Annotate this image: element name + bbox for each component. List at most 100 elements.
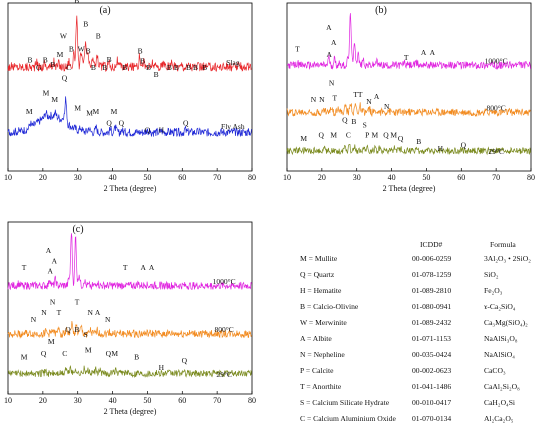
x-axis-label: 2 Theta (degree)	[383, 184, 436, 193]
phase-annotation: T	[404, 53, 409, 62]
legend-formula: CaCO₃	[484, 366, 506, 375]
phase-annotation: B	[186, 63, 191, 72]
phase-annotation: B	[83, 20, 88, 29]
legend-row: S = Calcium Silicate Hydrate 00-010-0417 C…	[300, 398, 548, 410]
phase-annotation: N	[31, 315, 37, 324]
plot-frame	[7, 221, 253, 395]
phase-annotation: N	[88, 308, 94, 317]
legend-phase: P = Calcite	[300, 366, 334, 375]
legend-row: M = Mullite 00-006-0259 3Al₂O₃ • 2SiO₂	[300, 254, 548, 266]
phase-annotation: M	[21, 353, 28, 362]
phase-annotation: B	[167, 63, 172, 72]
x-tick-label: 40	[109, 396, 117, 405]
phase-annotation: S	[363, 120, 367, 129]
phase-annotation: M	[57, 50, 64, 59]
phase-annotation: Q	[106, 349, 112, 358]
phase-annotation: A	[47, 267, 53, 276]
phase-annotation: Q	[383, 130, 389, 139]
series-label: 29°C	[216, 370, 232, 379]
phase-annotation: B	[174, 63, 179, 72]
x-tick-label: 70	[492, 173, 500, 182]
phase-annotation: H	[159, 125, 165, 134]
plot-frame	[7, 2, 253, 172]
legend-header: ICDD# Formula	[300, 240, 548, 252]
legend-header-icdd: ICDD#	[420, 240, 443, 249]
phase-annotation: G	[36, 63, 42, 72]
legend-row: P = Calcite 00-002-0623 CaCO₃	[300, 366, 548, 378]
phase-annotation: M	[85, 346, 92, 355]
phase-annotation: N	[384, 102, 390, 111]
phase-annotation: B	[75, 325, 80, 334]
phase-annotation: B	[416, 137, 421, 146]
x-tick-label: 40	[109, 173, 117, 182]
x-tick-label: 60	[457, 173, 465, 182]
x-axis-label: 2 Theta (degree)	[104, 184, 157, 193]
phase-annotation: M	[51, 95, 58, 104]
legend-row: W = Merwinite 01-089-2432 Ca₃Mg(SiO₄)₂	[300, 318, 548, 330]
x-tick-label: 80	[248, 173, 256, 182]
legend-formula: NaAlSi₃O₈	[484, 334, 518, 343]
phase-annotation: B	[146, 63, 151, 72]
phase-annotation: Q	[145, 125, 151, 134]
panel-label: (b)	[375, 5, 387, 16]
series-line-1	[7, 320, 252, 339]
legend-icdd: 01-070-0134	[412, 414, 452, 423]
phase-annotation: M	[86, 109, 93, 118]
x-tick-label: 20	[39, 396, 47, 405]
phase-annotation: B	[154, 70, 159, 79]
phase-annotation: M	[111, 349, 118, 358]
legend-phase: N = Nepheline	[300, 350, 345, 359]
phase-annotation: Q	[461, 140, 467, 149]
phase-annotation: W	[78, 45, 86, 54]
phase-annotation: H	[159, 363, 165, 372]
x-tick-label: 50	[143, 396, 151, 405]
legend-phase: S = Calcium Silicate Hydrate	[300, 398, 390, 407]
phase-annotation: A	[331, 38, 337, 47]
phase-annotation: A	[326, 23, 332, 32]
legend-phase: B = Calcio-Olivine	[300, 302, 359, 311]
x-tick-label: 60	[178, 173, 186, 182]
series-line-0	[286, 13, 531, 70]
series-label: Slag	[226, 58, 240, 67]
legend-row: H = Hematite 01-089-2810 Fe₂O₃	[300, 286, 548, 298]
phase-annotation: B	[74, 0, 79, 5]
x-tick-label: 20	[318, 173, 326, 182]
phase-annotation: A	[95, 308, 101, 317]
legend-icdd: 01-080-0941	[412, 302, 452, 311]
legend-header-formula: Formula	[490, 240, 516, 249]
phase-annotation: A	[421, 48, 427, 57]
panel-label: (a)	[99, 5, 110, 16]
phase-annotation: M	[372, 130, 379, 139]
phase-annotation: T	[353, 90, 358, 99]
legend-phase: W = Merwinite	[300, 318, 347, 327]
phase-annotation: B	[134, 353, 139, 362]
x-tick-label: 40	[388, 173, 396, 182]
legend-icdd: 01-078-1259	[412, 270, 452, 279]
xrd-panel-1: 10 20 30 40 50 60 70 802 Theta (degree)(a)BBBBW…	[4, 0, 256, 193]
phase-annotation: B	[193, 63, 198, 72]
phase-annotation: A	[374, 92, 380, 101]
phase-annotation: T	[57, 308, 62, 317]
legend-phase: M = Mullite	[300, 254, 338, 263]
phase-annotation: T	[22, 263, 27, 272]
legend-icdd: 01-089-2810	[412, 286, 452, 295]
x-tick-label: 70	[213, 396, 221, 405]
legend-icdd: 01-071-1153	[412, 334, 451, 343]
phase-annotation: N	[319, 95, 325, 104]
phase-annotation: T	[358, 90, 363, 99]
phase-annotation: M	[74, 104, 81, 113]
phase-annotation: Q	[342, 115, 348, 124]
phase-annotation: P	[365, 130, 369, 139]
phase-annotation: A	[141, 263, 147, 272]
phase-annotation: Q	[398, 134, 404, 143]
x-tick-label: 80	[248, 396, 256, 405]
phase-annotation: B	[140, 56, 145, 65]
phase-legend-table: ICDD# Formula M = Mullite 00-006-0259 3Al₂…	[300, 240, 548, 430]
phase-annotation: B	[69, 45, 74, 54]
phase-annotation: M	[111, 107, 118, 116]
phase-annotation: M	[330, 130, 337, 139]
phase-annotation: W	[60, 31, 68, 40]
phase-annotation: M	[43, 88, 50, 97]
